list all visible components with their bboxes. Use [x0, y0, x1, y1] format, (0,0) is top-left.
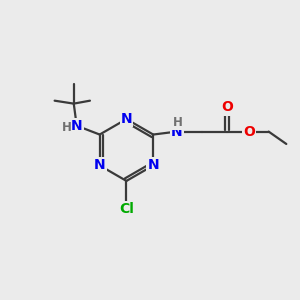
Text: N: N	[71, 119, 82, 133]
Text: Cl: Cl	[119, 202, 134, 217]
Text: N: N	[171, 124, 183, 139]
Text: N: N	[94, 158, 106, 172]
Text: H: H	[172, 116, 182, 129]
Text: H: H	[61, 121, 71, 134]
Text: O: O	[243, 124, 255, 139]
Text: N: N	[147, 158, 159, 172]
Text: O: O	[221, 100, 233, 115]
Text: N: N	[121, 112, 132, 126]
